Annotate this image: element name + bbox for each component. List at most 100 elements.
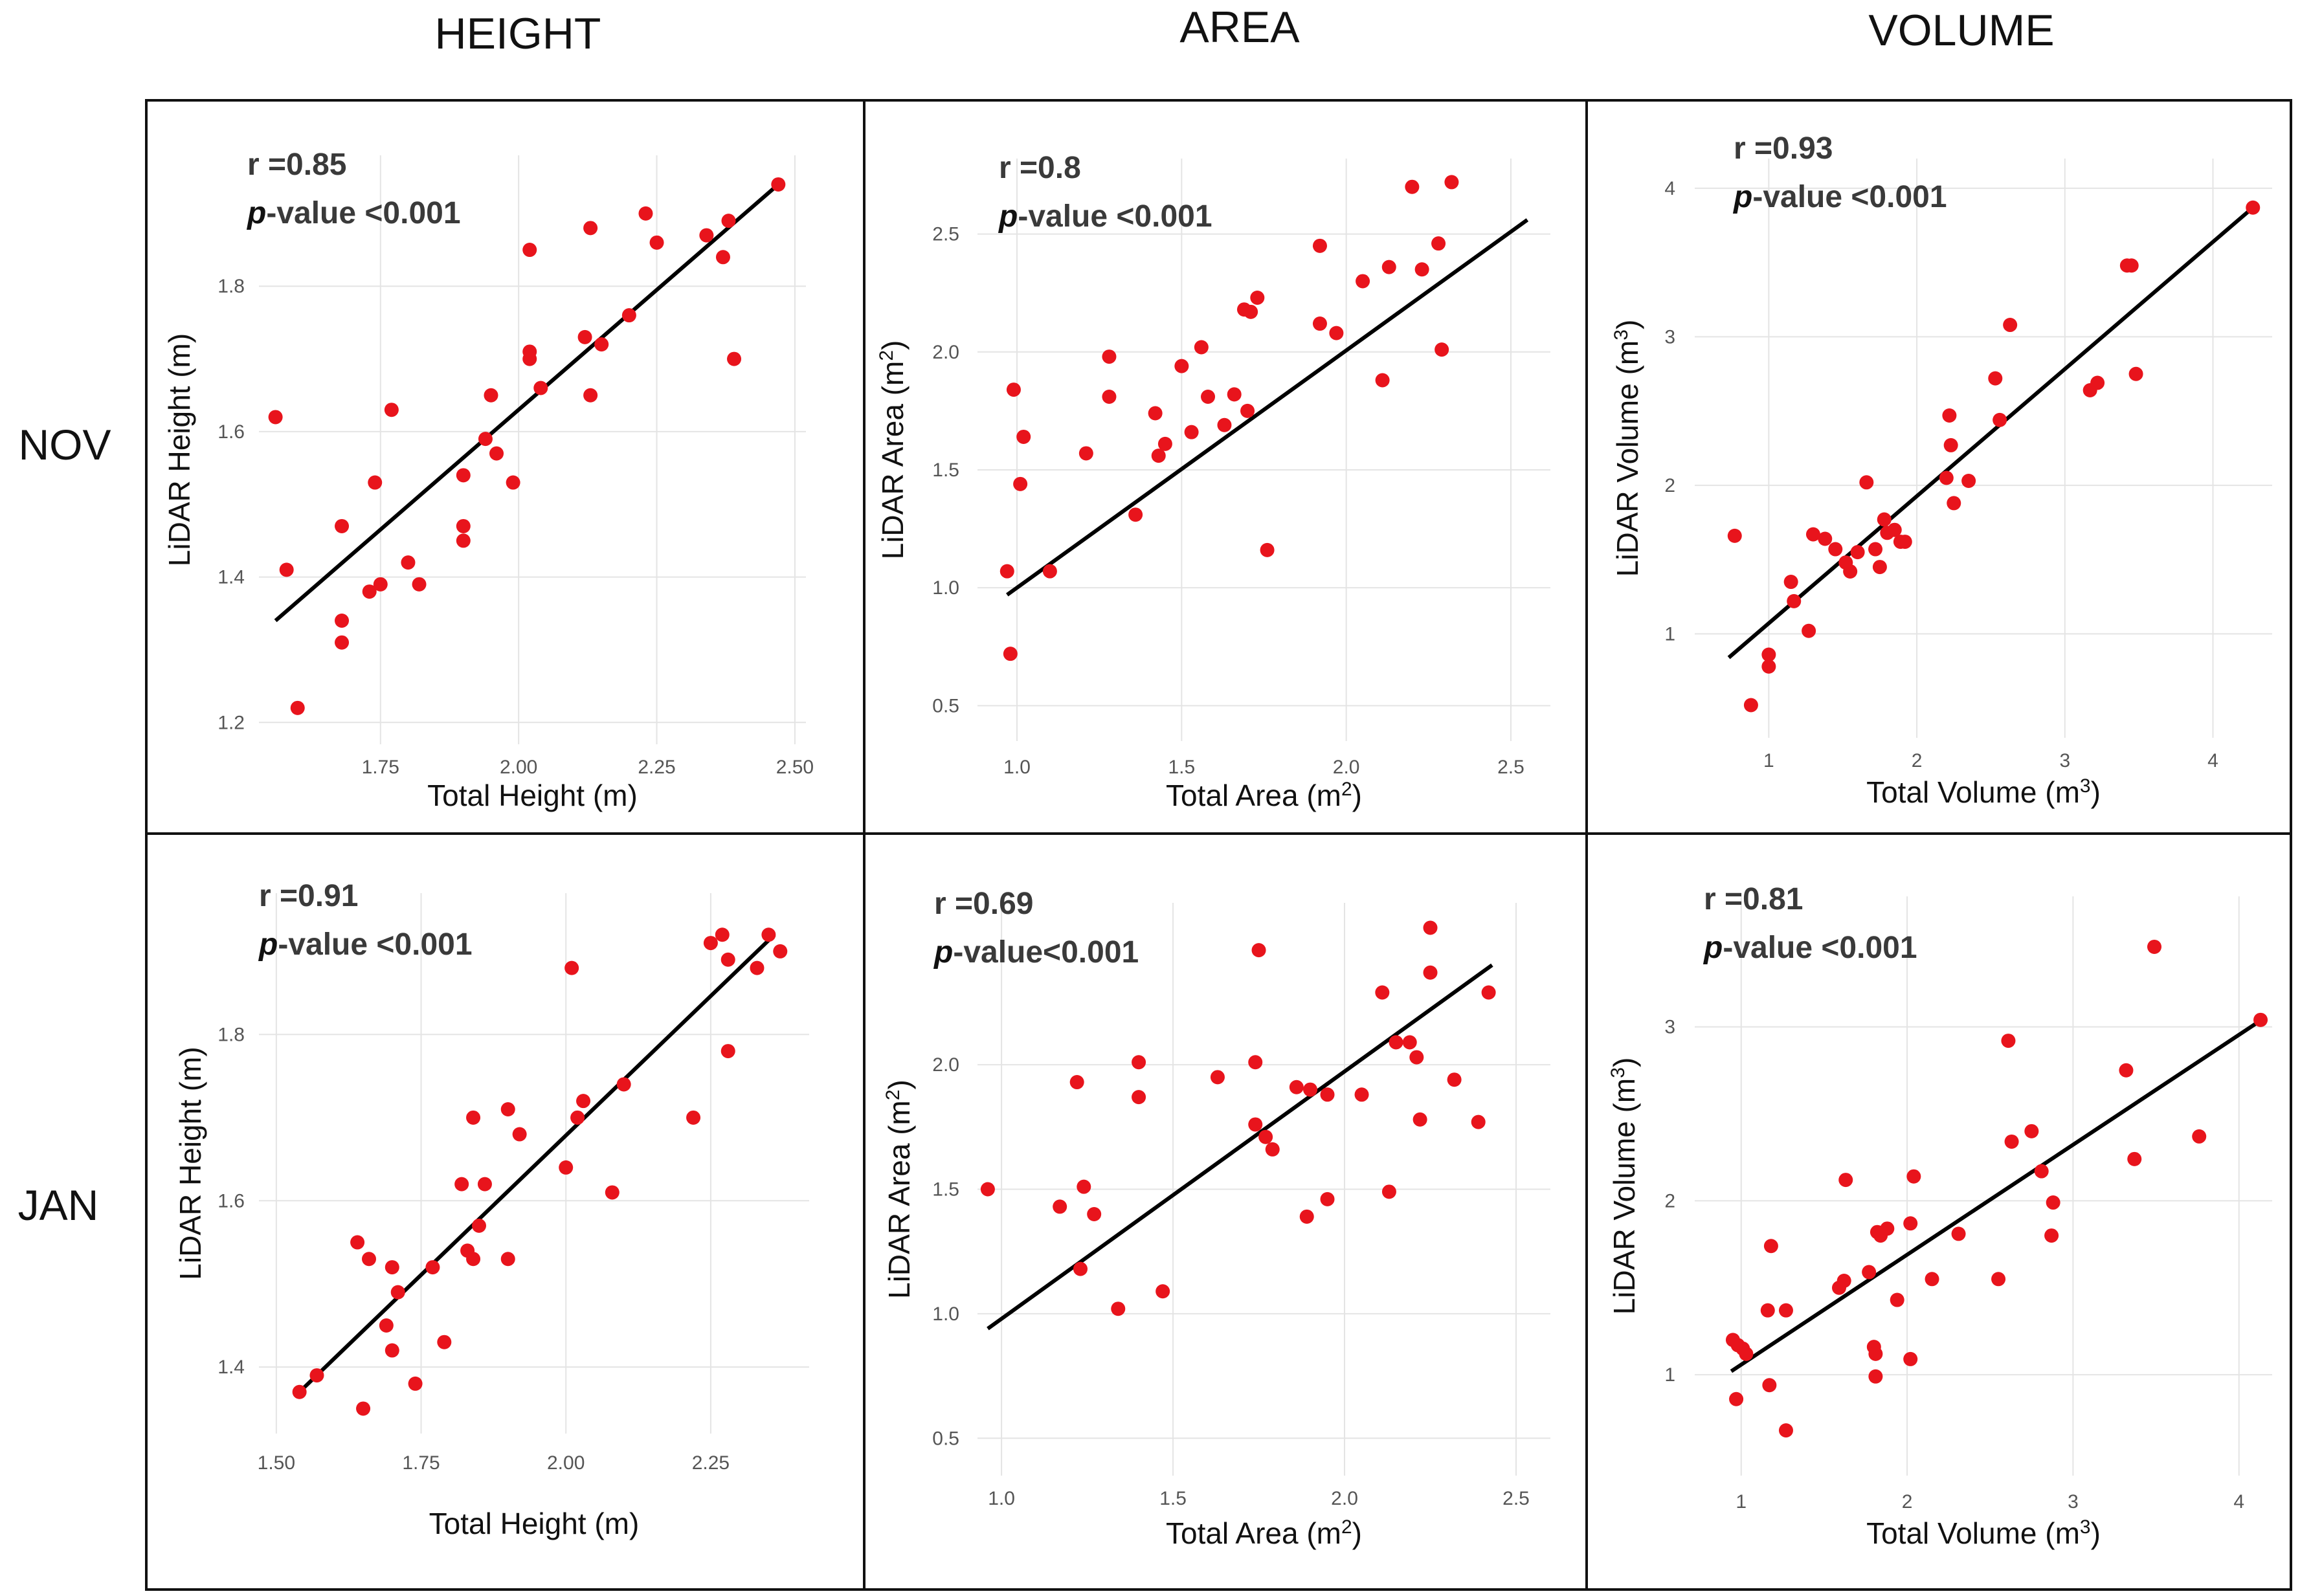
column-title-volume: VOLUME (1868, 6, 2054, 55)
data-point (2246, 200, 2261, 215)
data-point (1174, 359, 1189, 373)
p-value-italic-p: p (933, 935, 953, 970)
y-axis-label-superscript: 2 (882, 1089, 904, 1100)
data-point (1947, 496, 1961, 511)
data-point (268, 410, 283, 425)
data-point (1248, 1117, 1263, 1132)
y-tick-label: 1 (1664, 623, 1675, 645)
data-point (1375, 985, 1390, 1000)
x-tick-label: 1 (1763, 750, 1774, 771)
correlation-r-label: r =0.93 (1734, 131, 1833, 166)
data-point (583, 221, 598, 236)
p-value-text: -value<0.001 (953, 935, 1139, 970)
data-point (721, 214, 736, 228)
data-point (437, 1335, 452, 1349)
data-point (1016, 429, 1031, 444)
data-point (522, 351, 537, 366)
y-tick-label: 0.5 (932, 1428, 959, 1449)
y-axis-label-end: ) (876, 340, 910, 350)
data-point (1381, 1184, 1396, 1199)
data-point (1444, 175, 1459, 190)
p-value-italic-p: p (1703, 931, 1723, 965)
data-point (368, 475, 383, 490)
data-point (2044, 1228, 2059, 1243)
data-point (1102, 349, 1117, 364)
data-point (454, 1177, 469, 1191)
data-point (1151, 449, 1166, 463)
data-point (1329, 326, 1344, 340)
x-tick-label: 2.00 (547, 1452, 585, 1474)
y-axis-label-superscript: 3 (1607, 1067, 1629, 1078)
gridlines (1695, 896, 2272, 1476)
data-points (292, 927, 788, 1416)
data-point (1250, 290, 1265, 305)
data-point (715, 927, 730, 942)
data-point (1961, 473, 1976, 488)
data-point (500, 1102, 515, 1116)
data-point (1217, 417, 1232, 432)
p-value-label: p-value<0.001 (933, 935, 1139, 970)
panel-nov-area: 1.0 1.5 2.0 2.5 0.5 1.0 1.5 2.0 2.5 Total Area (m… (876, 151, 1550, 812)
gridlines (977, 159, 1550, 741)
y-tick-label: 1.0 (932, 1303, 959, 1325)
regression-line (1730, 1020, 2261, 1373)
y-axis-label: LiDAR Height (m) (173, 1047, 207, 1280)
data-point (1053, 1199, 1067, 1214)
p-value-text: -value <0.001 (266, 196, 460, 230)
data-point (699, 228, 714, 243)
y-axis-label: LiDAR Area (m2) (876, 340, 910, 560)
y-tick-label: 1.5 (932, 1179, 959, 1201)
data-point (686, 1110, 701, 1125)
data-point (771, 177, 786, 192)
data-point (1431, 236, 1446, 251)
x-axis-label: Total Area (m2) (1166, 1516, 1362, 1551)
data-point (761, 927, 776, 942)
panel-jan-area: 1.0 1.5 2.0 2.5 0.5 1.0 1.5 2.0 Total Area (m2) L… (882, 887, 1550, 1551)
x-axis-label: Total Volume (m3) (1866, 775, 2101, 810)
correlation-r-label: r =0.81 (1704, 882, 1803, 916)
data-point (1240, 403, 1255, 418)
data-point (1828, 542, 1843, 557)
data-point (1409, 1050, 1424, 1065)
data-point (1763, 1239, 1778, 1254)
y-tick-label: 2.5 (932, 224, 959, 245)
data-point (570, 1110, 585, 1125)
data-point (1111, 1302, 1126, 1316)
y-tick-label: 2 (1664, 475, 1675, 496)
data-point (1993, 412, 2007, 427)
data-point (1897, 535, 1912, 549)
data-point (1132, 1055, 1146, 1070)
regression-line (274, 183, 780, 623)
data-point (1102, 390, 1117, 405)
x-tick-label: 2 (1912, 750, 1923, 771)
data-point (1303, 1082, 1318, 1097)
x-tick-label: 1.50 (258, 1452, 295, 1474)
y-tick-label: 1 (1664, 1364, 1675, 1386)
x-tick-label: 1.75 (402, 1452, 440, 1474)
x-axis-label-superscript: 3 (2080, 1516, 2091, 1538)
data-point (720, 1044, 735, 1059)
data-point (1802, 623, 1816, 638)
y-axis-label: LiDAR Volume (m3) (1607, 1058, 1642, 1315)
data-point (500, 1252, 515, 1267)
y-tick-label: 1.6 (218, 421, 245, 443)
data-point (356, 1401, 371, 1416)
data-point (466, 1252, 481, 1267)
data-point (456, 533, 471, 548)
y-tick-label: 0.5 (932, 695, 959, 716)
x-axis-label-superscript: 2 (1341, 779, 1352, 800)
x-axis-label: Total Height (m) (429, 1507, 640, 1540)
data-point (484, 388, 498, 403)
data-point (1265, 1142, 1280, 1157)
data-point (2046, 1195, 2060, 1210)
data-point (1381, 260, 1396, 274)
y-tick-label: 2 (1664, 1190, 1675, 1212)
data-point (1389, 1035, 1403, 1050)
data-point (1312, 238, 1327, 253)
data-point (649, 235, 664, 250)
x-tick-label: 3 (2059, 750, 2070, 771)
data-point (621, 308, 636, 323)
data-point (2004, 1134, 2019, 1149)
data-point (478, 432, 493, 447)
data-point (1906, 1169, 1921, 1184)
